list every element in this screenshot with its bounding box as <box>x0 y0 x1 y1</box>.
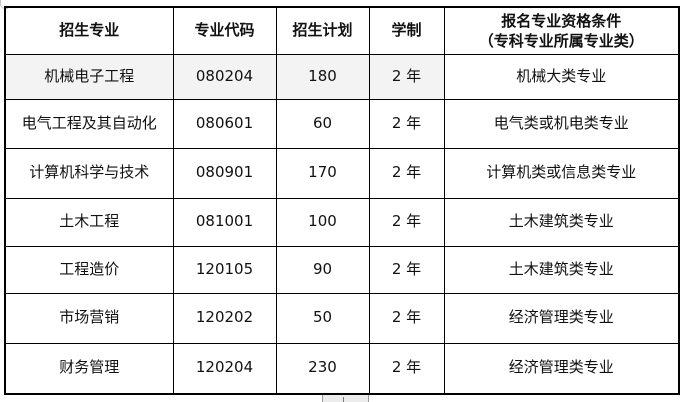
cell-major: 机械电子工程 <box>4 53 174 100</box>
column-header-requirement-line2: （专科专业所属专业类） <box>478 31 644 50</box>
cell-requirement: 经济管理类专业 <box>443 292 680 344</box>
cell-plan: 50 <box>275 292 370 344</box>
cell-code: 120105 <box>172 245 277 294</box>
cell-requirement: 计算机类或信息类专业 <box>443 147 680 199</box>
cell-duration: 2 年 <box>368 98 445 149</box>
cell-major: 电气工程及其自动化 <box>4 98 174 149</box>
header-row: 招生专业 专业代码 招生计划 学制 报名专业资格条件 （专科专业所属专业类） <box>4 6 680 55</box>
cell-duration: 2 年 <box>368 147 445 199</box>
cell-requirement: 机械大类专业 <box>443 53 680 100</box>
table-row: 市场营销 120202 50 2 年 经济管理类专业 <box>4 292 680 344</box>
table-row: 土木工程 081001 100 2 年 土木建筑类专业 <box>4 197 680 247</box>
cell-code: 081001 <box>172 197 277 247</box>
table-row: 财务管理 120204 230 2 年 经济管理类专业 <box>4 342 680 395</box>
cell-plan: 90 <box>275 245 370 294</box>
admissions-plan-table: 招生专业 专业代码 招生计划 学制 报名专业资格条件 （专科专业所属专业类） 机… <box>4 6 680 395</box>
table-handle-fragment[interactable] <box>322 395 369 402</box>
cell-plan: 100 <box>275 197 370 247</box>
column-header-requirement: 报名专业资格条件 （专科专业所属专业类） <box>443 6 680 55</box>
cell-major: 财务管理 <box>4 342 174 395</box>
cell-plan: 60 <box>275 98 370 149</box>
cell-plan: 180 <box>275 53 370 100</box>
column-header-requirement-line1: 报名专业资格条件 <box>501 11 622 30</box>
column-header-major: 招生专业 <box>4 6 174 55</box>
cell-requirement: 经济管理类专业 <box>443 342 680 395</box>
column-header-code: 专业代码 <box>172 6 277 55</box>
cell-requirement: 电气类或机电类专业 <box>443 98 680 149</box>
cell-code: 080204 <box>172 53 277 100</box>
cell-code: 080901 <box>172 147 277 199</box>
cell-major: 市场营销 <box>4 292 174 344</box>
cell-duration: 2 年 <box>368 197 445 247</box>
cell-code: 120204 <box>172 342 277 395</box>
cell-major: 计算机科学与技术 <box>4 147 174 199</box>
cell-code: 120202 <box>172 292 277 344</box>
cell-plan: 230 <box>275 342 370 395</box>
column-header-plan: 招生计划 <box>275 6 370 55</box>
cell-requirement: 土木建筑类专业 <box>443 245 680 294</box>
cell-duration: 2 年 <box>368 245 445 294</box>
table-row: 计算机科学与技术 080901 170 2 年 计算机类或信息类专业 <box>4 147 680 199</box>
handle-tick <box>343 397 344 402</box>
cell-duration: 2 年 <box>368 342 445 395</box>
cell-major: 工程造价 <box>4 245 174 294</box>
table-row: 工程造价 120105 90 2 年 土木建筑类专业 <box>4 245 680 294</box>
table-row: 机械电子工程 080204 180 2 年 机械大类专业 <box>4 53 680 100</box>
cell-duration: 2 年 <box>368 53 445 100</box>
cell-duration: 2 年 <box>368 292 445 344</box>
cell-requirement: 土木建筑类专业 <box>443 197 680 247</box>
cell-plan: 170 <box>275 147 370 199</box>
cell-major: 土木工程 <box>4 197 174 247</box>
table-row: 电气工程及其自动化 080601 60 2 年 电气类或机电类专业 <box>4 98 680 149</box>
cell-code: 080601 <box>172 98 277 149</box>
column-header-duration: 学制 <box>368 6 445 55</box>
